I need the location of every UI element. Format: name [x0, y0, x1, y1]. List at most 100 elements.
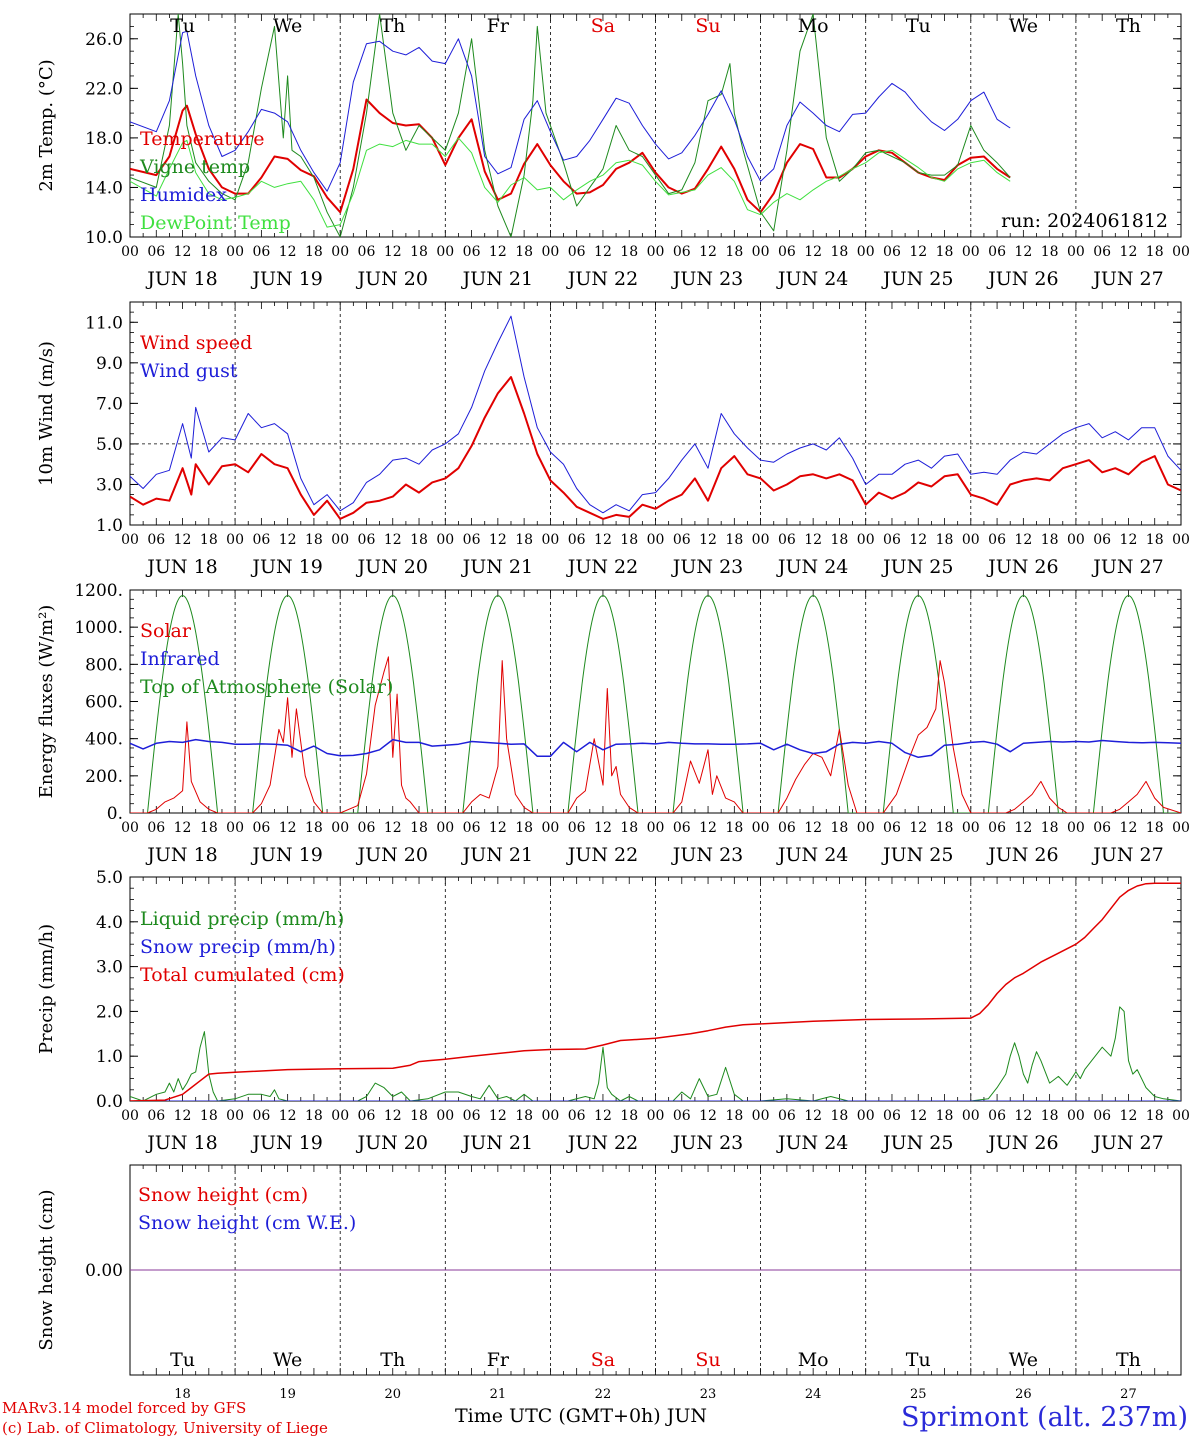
x-hour-label: 12	[594, 1108, 612, 1124]
y-tick-label: 600.	[85, 693, 123, 713]
x-hour-label: 00	[1172, 244, 1190, 260]
x-hour-label: 18	[725, 820, 743, 836]
x-hour-label: 00	[962, 820, 980, 836]
x-hour-label: 00	[121, 532, 139, 548]
weekday-label: We	[273, 1349, 302, 1371]
x-day-label: JUN 23	[671, 1132, 743, 1154]
x-hour-label: 18	[620, 820, 638, 836]
y-tick-label: 1.0	[96, 516, 123, 536]
x-hour-label: 06	[988, 1108, 1006, 1124]
x-hour-label: 06	[147, 532, 165, 548]
x-hour-label: 18	[831, 820, 849, 836]
day-number-label: 23	[700, 1387, 717, 1400]
x-hour-label: 06	[568, 1108, 586, 1124]
x-day-label: JUN 25	[881, 556, 953, 578]
x-hour-label: 06	[568, 820, 586, 836]
x-hour-label: 12	[279, 244, 297, 260]
x-day-label: JUN 24	[776, 1132, 848, 1154]
weekday-label: Tu	[906, 1349, 931, 1371]
x-day-label: JUN 25	[881, 1132, 953, 1154]
x-hour-label: 18	[936, 244, 954, 260]
x-hour-label: 18	[620, 532, 638, 548]
day-number-label: 27	[1120, 1387, 1137, 1400]
legend-entry: Snow height (cm)	[138, 1184, 308, 1206]
x-day-label: JUN 21	[461, 844, 533, 866]
x-hour-label: 18	[1146, 1108, 1164, 1124]
x-hour-label: 06	[1093, 244, 1111, 260]
weekday-label: Mo	[798, 1349, 829, 1371]
x-hour-label: 18	[936, 532, 954, 548]
x-hour-label: 18	[725, 244, 743, 260]
x-hour-label: 06	[252, 1108, 270, 1124]
x-hour-label: 00	[1172, 532, 1190, 548]
x-day-label: JUN 26	[986, 268, 1058, 290]
x-day-label: JUN 22	[566, 844, 638, 866]
x-day-label: JUN 24	[776, 556, 848, 578]
weekday-label: Tu	[170, 1349, 195, 1371]
x-hour-label: 12	[174, 820, 192, 836]
x-day-label: JUN 25	[881, 268, 953, 290]
x-hour-label: 18	[410, 244, 428, 260]
x-day-label: JUN 21	[461, 556, 533, 578]
x-hour-label: 18	[200, 820, 218, 836]
series-top-of-atmosphere	[130, 595, 1181, 813]
panel-frame	[129, 301, 1182, 526]
x-day-label: JUN 22	[566, 556, 638, 578]
x-hour-label: 18	[1041, 1108, 1059, 1124]
x-hour-label: 06	[778, 244, 796, 260]
y-axis-label: Snow height (cm)	[36, 1189, 57, 1350]
legend-entry: Liquid precip (mm/h)	[140, 908, 344, 930]
x-hour-label: 00	[857, 820, 875, 836]
x-hour-label: 18	[515, 244, 533, 260]
legend-entry: Infrared	[140, 648, 220, 670]
x-hour-label: 18	[620, 244, 638, 260]
x-day-label: JUN 22	[566, 268, 638, 290]
x-hour-label: 00	[331, 820, 349, 836]
weekday-label: Tu	[906, 15, 931, 37]
y-tick-label: 4.0	[96, 913, 123, 933]
day-number-label: 21	[490, 1387, 507, 1400]
x-hour-label: 12	[1120, 820, 1138, 836]
x-hour-label: 06	[252, 820, 270, 836]
x-hour-label: 12	[174, 1108, 192, 1124]
x-hour-label: 00	[1067, 244, 1085, 260]
x-hour-label: 06	[778, 532, 796, 548]
x-day-label: JUN 27	[1091, 844, 1163, 866]
weekday-label: We	[1009, 15, 1038, 37]
x-hour-label: 00	[962, 244, 980, 260]
x-hour-label: 00	[857, 244, 875, 260]
x-hour-label: 06	[883, 1108, 901, 1124]
x-hour-label: 00	[436, 532, 454, 548]
x-hour-label: 12	[1014, 532, 1032, 548]
y-tick-label: 3.0	[96, 475, 123, 495]
x-hour-label: 06	[147, 820, 165, 836]
x-hour-label: 06	[883, 532, 901, 548]
x-hour-label: 12	[804, 1108, 822, 1124]
x-hour-label: 06	[358, 820, 376, 836]
x-hour-label: 18	[1146, 820, 1164, 836]
x-hour-label: 06	[778, 820, 796, 836]
x-day-label: JUN 21	[461, 1132, 533, 1154]
x-hour-label: 18	[620, 1108, 638, 1124]
x-day-label: JUN 27	[1091, 556, 1163, 578]
weekday-label: Mo	[798, 15, 829, 37]
y-tick-label: 1200.	[74, 581, 123, 601]
weekday-label: Fr	[487, 1349, 510, 1371]
x-day-label: JUN 20	[356, 844, 428, 866]
x-hour-label: 06	[673, 244, 691, 260]
x-hour-label: 06	[988, 244, 1006, 260]
x-hour-label: 06	[463, 820, 481, 836]
series-wind-speed	[130, 376, 1181, 520]
x-hour-label: 12	[909, 532, 927, 548]
x-hour-label: 00	[962, 1108, 980, 1124]
x-day-label: JUN 18	[145, 844, 217, 866]
x-hour-label: 12	[594, 532, 612, 548]
plot-area	[130, 315, 1181, 520]
x-hour-label: 00	[752, 820, 770, 836]
weekday-label: We	[1009, 1349, 1038, 1371]
x-hour-label: 06	[1093, 820, 1111, 836]
x-hour-label: 00	[1067, 1108, 1085, 1124]
day-number-label: 25	[910, 1387, 927, 1400]
legend-entry: Humidex	[140, 184, 227, 206]
x-hour-label: 18	[1146, 244, 1164, 260]
